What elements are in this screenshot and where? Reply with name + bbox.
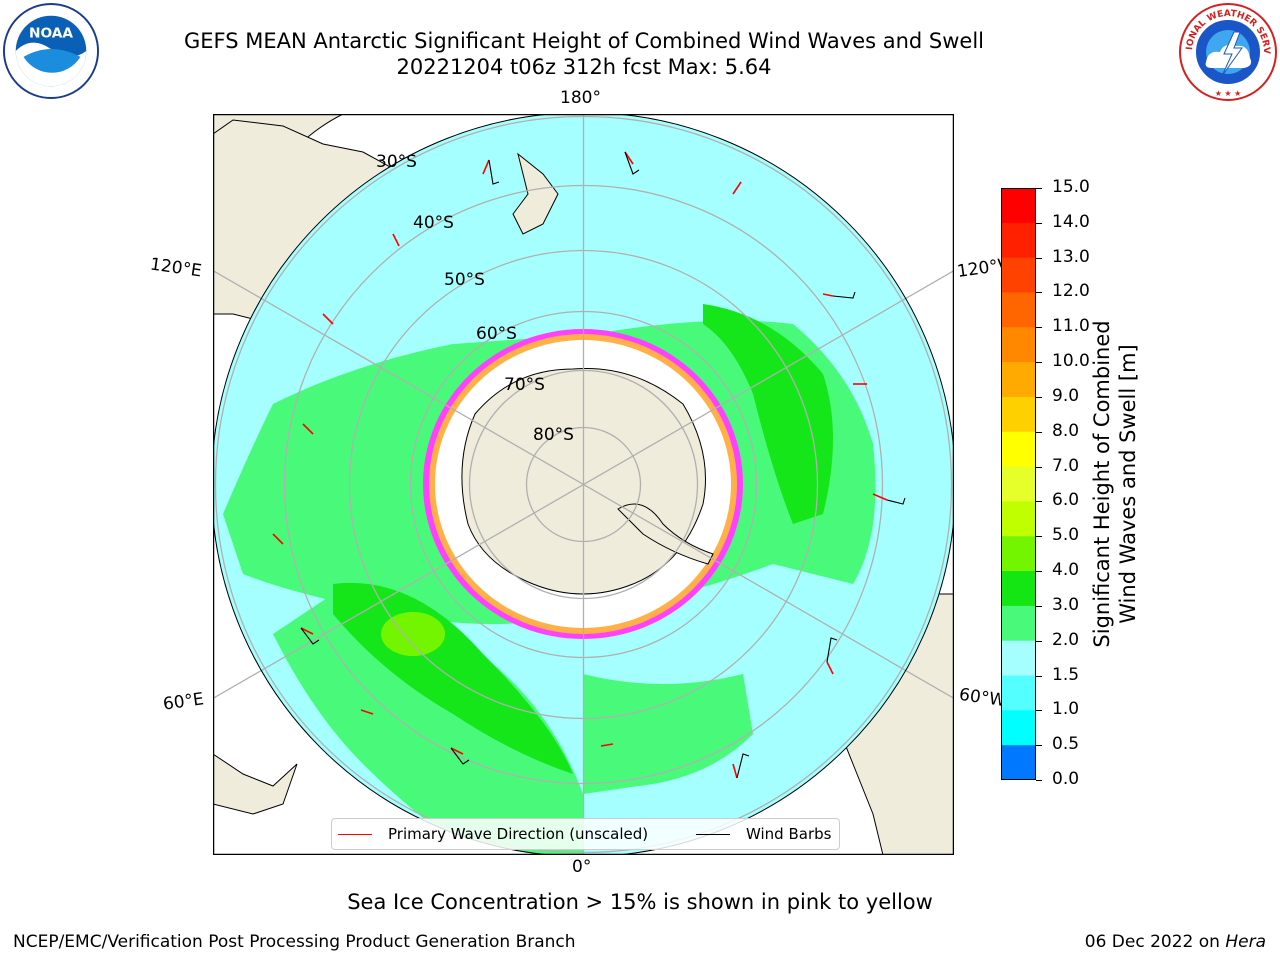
colorbar-segment xyxy=(1001,362,1036,398)
colorbar-tick-mark xyxy=(1036,675,1042,677)
colorbar-tick-mark xyxy=(1036,745,1042,747)
legend-barb-label: Wind Barbs xyxy=(746,825,832,843)
colorbar-tick-mark xyxy=(1036,292,1042,294)
chart-subtitle: 20221204 t06z 312h fcst Max: 5.64 xyxy=(396,55,772,79)
legend-barb-swatch xyxy=(696,834,730,835)
colorbar-tick-mark xyxy=(1036,536,1042,538)
wave-direction-arrows xyxy=(272,151,888,779)
colorbar-segment xyxy=(1001,222,1036,259)
legend-wave-swatch xyxy=(338,834,372,835)
colorbar-tick-mark xyxy=(1036,571,1042,573)
footer-credit: NCEP/EMC/Verification Post Processing Pr… xyxy=(13,932,576,952)
colorbar-segment xyxy=(1001,640,1036,677)
colorbar-segment xyxy=(1001,431,1036,468)
colorbar-tick-mark xyxy=(1036,327,1042,329)
colorbar-tick-mark xyxy=(1036,222,1042,224)
longitude-label-60w: 60°W xyxy=(957,684,1008,712)
longitude-label-180: 180° xyxy=(560,88,601,108)
colorbar-segment xyxy=(1001,675,1036,711)
colorbar-tick-label: 14.0 xyxy=(1052,211,1090,232)
colorbar-segment xyxy=(1001,396,1036,433)
colorbar xyxy=(1001,188,1036,780)
colorbar-tick-label: 10.0 xyxy=(1052,351,1090,372)
colorbar-segment xyxy=(1001,501,1036,537)
footer-host: Hera xyxy=(1225,932,1266,952)
colorbar-tick-mark xyxy=(1036,431,1042,433)
nws-logo-icon: NATIONAL WEATHER SERVICE ★ ★ ★ xyxy=(1178,2,1277,101)
colorbar-tick-mark xyxy=(1036,362,1042,364)
wind-barbs xyxy=(300,151,906,779)
colorbar-tick-label: 5.0 xyxy=(1052,525,1080,546)
latitude-label-50s: 50°S xyxy=(444,270,485,290)
colorbar-tick-label: 12.0 xyxy=(1052,281,1090,302)
colorbar-tick-mark xyxy=(1036,396,1042,398)
colorbar-segment xyxy=(1001,745,1036,780)
colorbar-segment xyxy=(1001,292,1036,328)
colorbar-segment xyxy=(1001,188,1036,224)
colorbar-tick-label: 11.0 xyxy=(1052,316,1090,337)
colorbar-tick-label: 8.0 xyxy=(1052,420,1080,441)
colorbar-tick-mark xyxy=(1036,605,1042,607)
noaa-logo-text: NOAA xyxy=(29,25,73,41)
colorbar-tick-label: 6.0 xyxy=(1052,490,1080,511)
colorbar-tick-label: 0.5 xyxy=(1052,734,1080,755)
colorbar-segment xyxy=(1001,571,1036,607)
latitude-label-60s: 60°S xyxy=(476,324,517,344)
noaa-logo-icon: NOAA xyxy=(2,2,100,100)
colorbar-tick-label: 4.0 xyxy=(1052,560,1080,581)
map-frame-border xyxy=(213,114,954,855)
longitude-label-0: 0° xyxy=(572,857,592,877)
colorbar-segment xyxy=(1001,710,1036,746)
colorbar-tick-mark xyxy=(1036,188,1042,189)
colorbar-tick-label: 7.0 xyxy=(1052,455,1080,476)
colorbar-segment xyxy=(1001,466,1036,502)
colorbar-tick-label: 9.0 xyxy=(1052,385,1080,406)
colorbar-tick-mark xyxy=(1036,780,1042,781)
latitude-label-30s: 30°S xyxy=(376,152,417,172)
latitude-label-70s: 70°S xyxy=(504,375,545,395)
colorbar-tick-mark xyxy=(1036,501,1042,503)
colorbar-segment xyxy=(1001,327,1036,363)
longitude-label-120e: 120°E xyxy=(148,254,203,282)
colorbar-tick-label: 3.0 xyxy=(1052,594,1080,615)
colorbar-border xyxy=(1001,188,1036,780)
polar-map xyxy=(213,114,954,855)
wave-height-5m-max xyxy=(381,612,445,656)
latitude-label-40s: 40°S xyxy=(413,213,454,233)
map-legend: Primary Wave Direction (unscaled) Wind B… xyxy=(331,818,840,850)
longitude-label-60e: 60°E xyxy=(161,689,206,715)
chart-title: GEFS MEAN Antarctic Significant Height o… xyxy=(183,29,985,53)
latitude-label-80s: 80°S xyxy=(533,425,574,445)
antarctic-peninsula xyxy=(617,503,714,565)
colorbar-tick-label: 1.5 xyxy=(1052,664,1080,685)
colorbar-tick-label: 15.0 xyxy=(1052,177,1090,197)
legend-wave-label: Primary Wave Direction (unscaled) xyxy=(388,825,649,843)
colorbar-tick-mark xyxy=(1036,710,1042,712)
colorbar-tick-label: 0.0 xyxy=(1052,769,1080,789)
colorbar-segment xyxy=(1001,605,1036,642)
sea-ice-note: Sea Ice Concentration > 15% is shown in … xyxy=(347,890,933,914)
footer-date: 06 Dec 2022 on Hera xyxy=(1084,932,1266,952)
colorbar-tick-label: 13.0 xyxy=(1052,246,1090,267)
colorbar-tick-mark xyxy=(1036,640,1042,642)
colorbar-segment xyxy=(1001,536,1036,572)
graticule xyxy=(213,114,954,855)
colorbar-tick-label: 2.0 xyxy=(1052,629,1080,650)
svg-text:★ ★ ★: ★ ★ ★ xyxy=(1215,89,1242,98)
colorbar-segment xyxy=(1001,257,1036,293)
colorbar-tick-label: 1.0 xyxy=(1052,699,1080,720)
colorbar-tick-mark xyxy=(1036,257,1042,259)
new-zealand xyxy=(512,152,559,235)
colorbar-tick-mark xyxy=(1036,466,1042,468)
